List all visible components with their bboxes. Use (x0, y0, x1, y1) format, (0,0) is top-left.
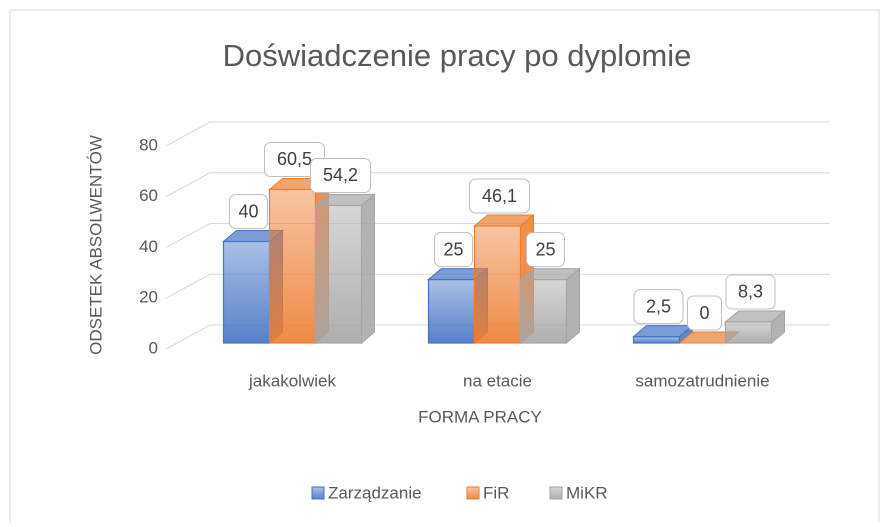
bar-front (268, 188, 317, 344)
y-tick-label: 0 (149, 338, 158, 357)
data-label: 40 (238, 201, 258, 221)
bar-front (427, 278, 476, 344)
bar-front (314, 204, 363, 344)
data-label-box (434, 232, 473, 268)
bar-front (724, 321, 773, 344)
bar (724, 309, 786, 345)
data-label: 25 (443, 239, 463, 259)
data-label-box (310, 157, 371, 193)
y-tick-label: 40 (139, 237, 158, 256)
bar (314, 193, 376, 345)
data-label: 8,3 (738, 282, 763, 302)
x-axis-title: FORMA PRACY (418, 407, 542, 426)
chart-title: Doświadczenie pracy po dyplomie (223, 38, 692, 73)
data-label: 54,2 (323, 165, 358, 185)
y-tick-label: 20 (139, 288, 158, 307)
x-tick-label: samozatrudnienie (635, 371, 769, 390)
bar-side (361, 193, 375, 345)
legend-label: MiKR (566, 483, 608, 502)
data-label: 46,1 (482, 186, 517, 206)
data-label-box (633, 289, 684, 325)
bar-top (519, 268, 581, 281)
grid-line (165, 121, 830, 147)
grid-line (165, 273, 830, 299)
bar-front (632, 336, 681, 344)
data-label: 25 (535, 239, 555, 259)
bar (519, 267, 581, 345)
data-label-box (469, 178, 530, 214)
data-label: 2,5 (646, 296, 671, 316)
data-label-box (229, 194, 268, 229)
bar-front (473, 225, 522, 344)
legend-label: Zarządzanie (328, 483, 422, 502)
bar-side (566, 267, 580, 345)
data-label-box (725, 274, 776, 310)
data-label-box (687, 295, 722, 331)
legend-label: FiR (483, 483, 509, 502)
legend-swatch (466, 486, 480, 500)
data-label-box (526, 232, 565, 268)
legend-swatch (311, 486, 325, 500)
grid-line (165, 172, 830, 198)
y-axis-title: ODSETEK ABSOLWENTÓW (86, 135, 105, 355)
y-tick-label: 80 (139, 135, 158, 154)
x-tick-label: jakakolwiek (248, 371, 336, 390)
x-tick-label: na etacie (463, 371, 532, 390)
grid-line (165, 324, 830, 350)
bar-top (314, 193, 376, 206)
bar-top (724, 310, 786, 323)
bar-front (519, 278, 568, 344)
y-tick-label: 60 (139, 186, 158, 205)
grid-line (165, 223, 830, 248)
bar (632, 324, 694, 345)
bar-top (473, 214, 535, 227)
legend-swatch (549, 486, 563, 500)
bar-front (222, 240, 271, 344)
data-label: 0 (699, 303, 709, 323)
data-label: 60,5 (277, 149, 312, 169)
